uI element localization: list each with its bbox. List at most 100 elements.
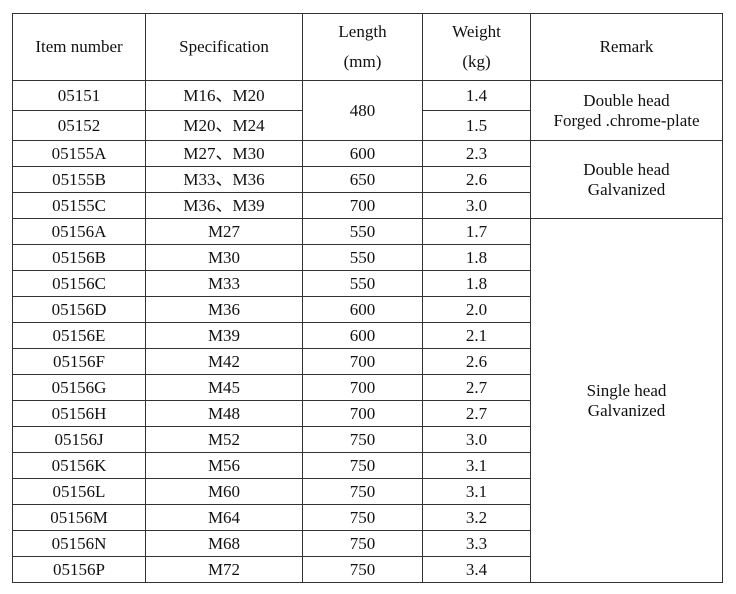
item-number-cell: 05156E: [12, 322, 146, 349]
length-cell: 700: [302, 374, 423, 401]
item-number-cell: 05155C: [12, 192, 146, 219]
weight-cell: 2.7: [422, 400, 531, 427]
length-cell: 700: [302, 400, 423, 427]
specification-cell: M27、M30: [145, 140, 303, 167]
table-row: 05156B M30 550 1.8: [12, 244, 723, 271]
remark-line-2: Galvanized: [587, 179, 666, 199]
item-number-cell: 05156B: [12, 244, 146, 271]
header-label: Weight: [452, 22, 501, 41]
table-row: 05156N M68 750 3.3: [12, 530, 723, 557]
weight-cell: 3.4: [422, 556, 531, 583]
table-row: 05155A M27、M30 600 2.3 Double head Galvanized: [12, 140, 723, 219]
header-specification: Specification: [145, 13, 303, 81]
length-cell: 550: [302, 218, 423, 245]
item-number-cell: 05156C: [12, 270, 146, 297]
length-cell: 600: [302, 140, 423, 167]
table-row: 05156E M39 600 2.1: [12, 322, 723, 349]
remark-line-2: Galvanized: [587, 400, 666, 420]
length-cell: 750: [302, 556, 423, 583]
table-row: 05156J M52 750 3.0: [12, 426, 723, 453]
length-cell: 600: [302, 322, 423, 349]
item-number-cell: 05156F: [12, 348, 146, 375]
remark-line-1: Double head: [583, 159, 670, 179]
item-number-cell: 05151: [12, 80, 146, 111]
specification-cell: M52: [145, 426, 303, 453]
item-number-cell: 05156P: [12, 556, 146, 583]
header-item-number: Item number: [12, 13, 146, 81]
table-row: 05156F M42 700 2.6: [12, 348, 723, 375]
remark-cell: Double head Galvanized: [530, 140, 723, 219]
item-number-cell: 05156H: [12, 400, 146, 427]
length-cell: 750: [302, 478, 423, 505]
specification-cell: M30: [145, 244, 303, 271]
header-unit: (mm): [343, 52, 382, 71]
specification-cell: M39: [145, 322, 303, 349]
remark-line-2: Forged .chrome-plate: [553, 110, 700, 130]
table-row: 05151 M16、M20 480 1.4 Double head Forged .chr…: [12, 80, 723, 141]
table-row: 05156A M27 550 1.7 Single head Galvanized: [12, 218, 723, 583]
weight-cell: 2.7: [422, 374, 531, 401]
weight-cell: 2.6: [422, 166, 531, 193]
item-number-cell: 05156K: [12, 452, 146, 479]
weight-cell: 3.1: [422, 452, 531, 479]
table-row: 05155C M36、M39 700 3.0: [12, 192, 723, 219]
header-row: Item number Specification Length (mm) Wei…: [12, 13, 723, 81]
length-cell: 550: [302, 270, 423, 297]
item-number-cell: 05156N: [12, 530, 146, 557]
weight-cell: 3.2: [422, 504, 531, 531]
item-number-cell: 05156A: [12, 218, 146, 245]
header-unit: (kg): [462, 52, 491, 71]
weight-cell: 3.3: [422, 530, 531, 557]
length-cell: 750: [302, 452, 423, 479]
item-number-cell: 05156D: [12, 296, 146, 323]
specification-cell: M56: [145, 452, 303, 479]
table-row: 05155B M33、M36 650 2.6: [12, 166, 723, 193]
specification-cell: M45: [145, 374, 303, 401]
specification-cell: M33: [145, 270, 303, 297]
header-length: Length (mm): [302, 13, 423, 81]
weight-cell: 1.8: [422, 270, 531, 297]
item-number-cell: 05155B: [12, 166, 146, 193]
item-number-cell: 05155A: [12, 140, 146, 167]
header-label: Item number: [35, 37, 123, 56]
length-cell: 700: [302, 192, 423, 219]
header-label: Length: [338, 22, 387, 41]
item-number-cell: 05152: [12, 110, 146, 141]
specification-cell: M60: [145, 478, 303, 505]
specification-cell: M36: [145, 296, 303, 323]
specification-cell: M33、M36: [145, 166, 303, 193]
specification-cell: M20、M24: [145, 110, 303, 141]
specification-cell: M64: [145, 504, 303, 531]
length-cell: 700: [302, 348, 423, 375]
specification-cell: M48: [145, 400, 303, 427]
specification-table: Item number Specification Length (mm) Wei…: [12, 13, 723, 583]
table-row: 05156D M36 600 2.0: [12, 296, 723, 323]
table-row: 05156C M33 550 1.8: [12, 270, 723, 297]
weight-cell: 2.6: [422, 348, 531, 375]
item-number-cell: 05156J: [12, 426, 146, 453]
header-label: Remark: [599, 37, 654, 56]
weight-cell: 1.7: [422, 218, 531, 245]
table-row: 05156M M64 750 3.2: [12, 504, 723, 531]
specification-cell: M68: [145, 530, 303, 557]
specification-cell: M72: [145, 556, 303, 583]
length-cell: 650: [302, 166, 423, 193]
weight-cell: 1.5: [422, 110, 531, 141]
weight-cell: 2.1: [422, 322, 531, 349]
weight-cell: 3.1: [422, 478, 531, 505]
remark-line-1: Single head: [586, 380, 667, 400]
table-row: 05152 M20、M24 1.5: [12, 110, 723, 141]
specification-cell: M16、M20: [145, 80, 303, 111]
item-number-cell: 05156G: [12, 374, 146, 401]
length-cell: 600: [302, 296, 423, 323]
length-cell: 480: [302, 80, 423, 141]
length-cell: 750: [302, 530, 423, 557]
table-row: 05156K M56 750 3.1: [12, 452, 723, 479]
remark-line-1: Double head: [583, 90, 670, 110]
length-cell: 750: [302, 426, 423, 453]
remark-cell: Double head Forged .chrome-plate: [530, 80, 723, 141]
header-remark: Remark: [530, 13, 723, 81]
length-cell: 750: [302, 504, 423, 531]
header-weight: Weight (kg): [422, 13, 531, 81]
header-label: Specification: [179, 37, 269, 56]
